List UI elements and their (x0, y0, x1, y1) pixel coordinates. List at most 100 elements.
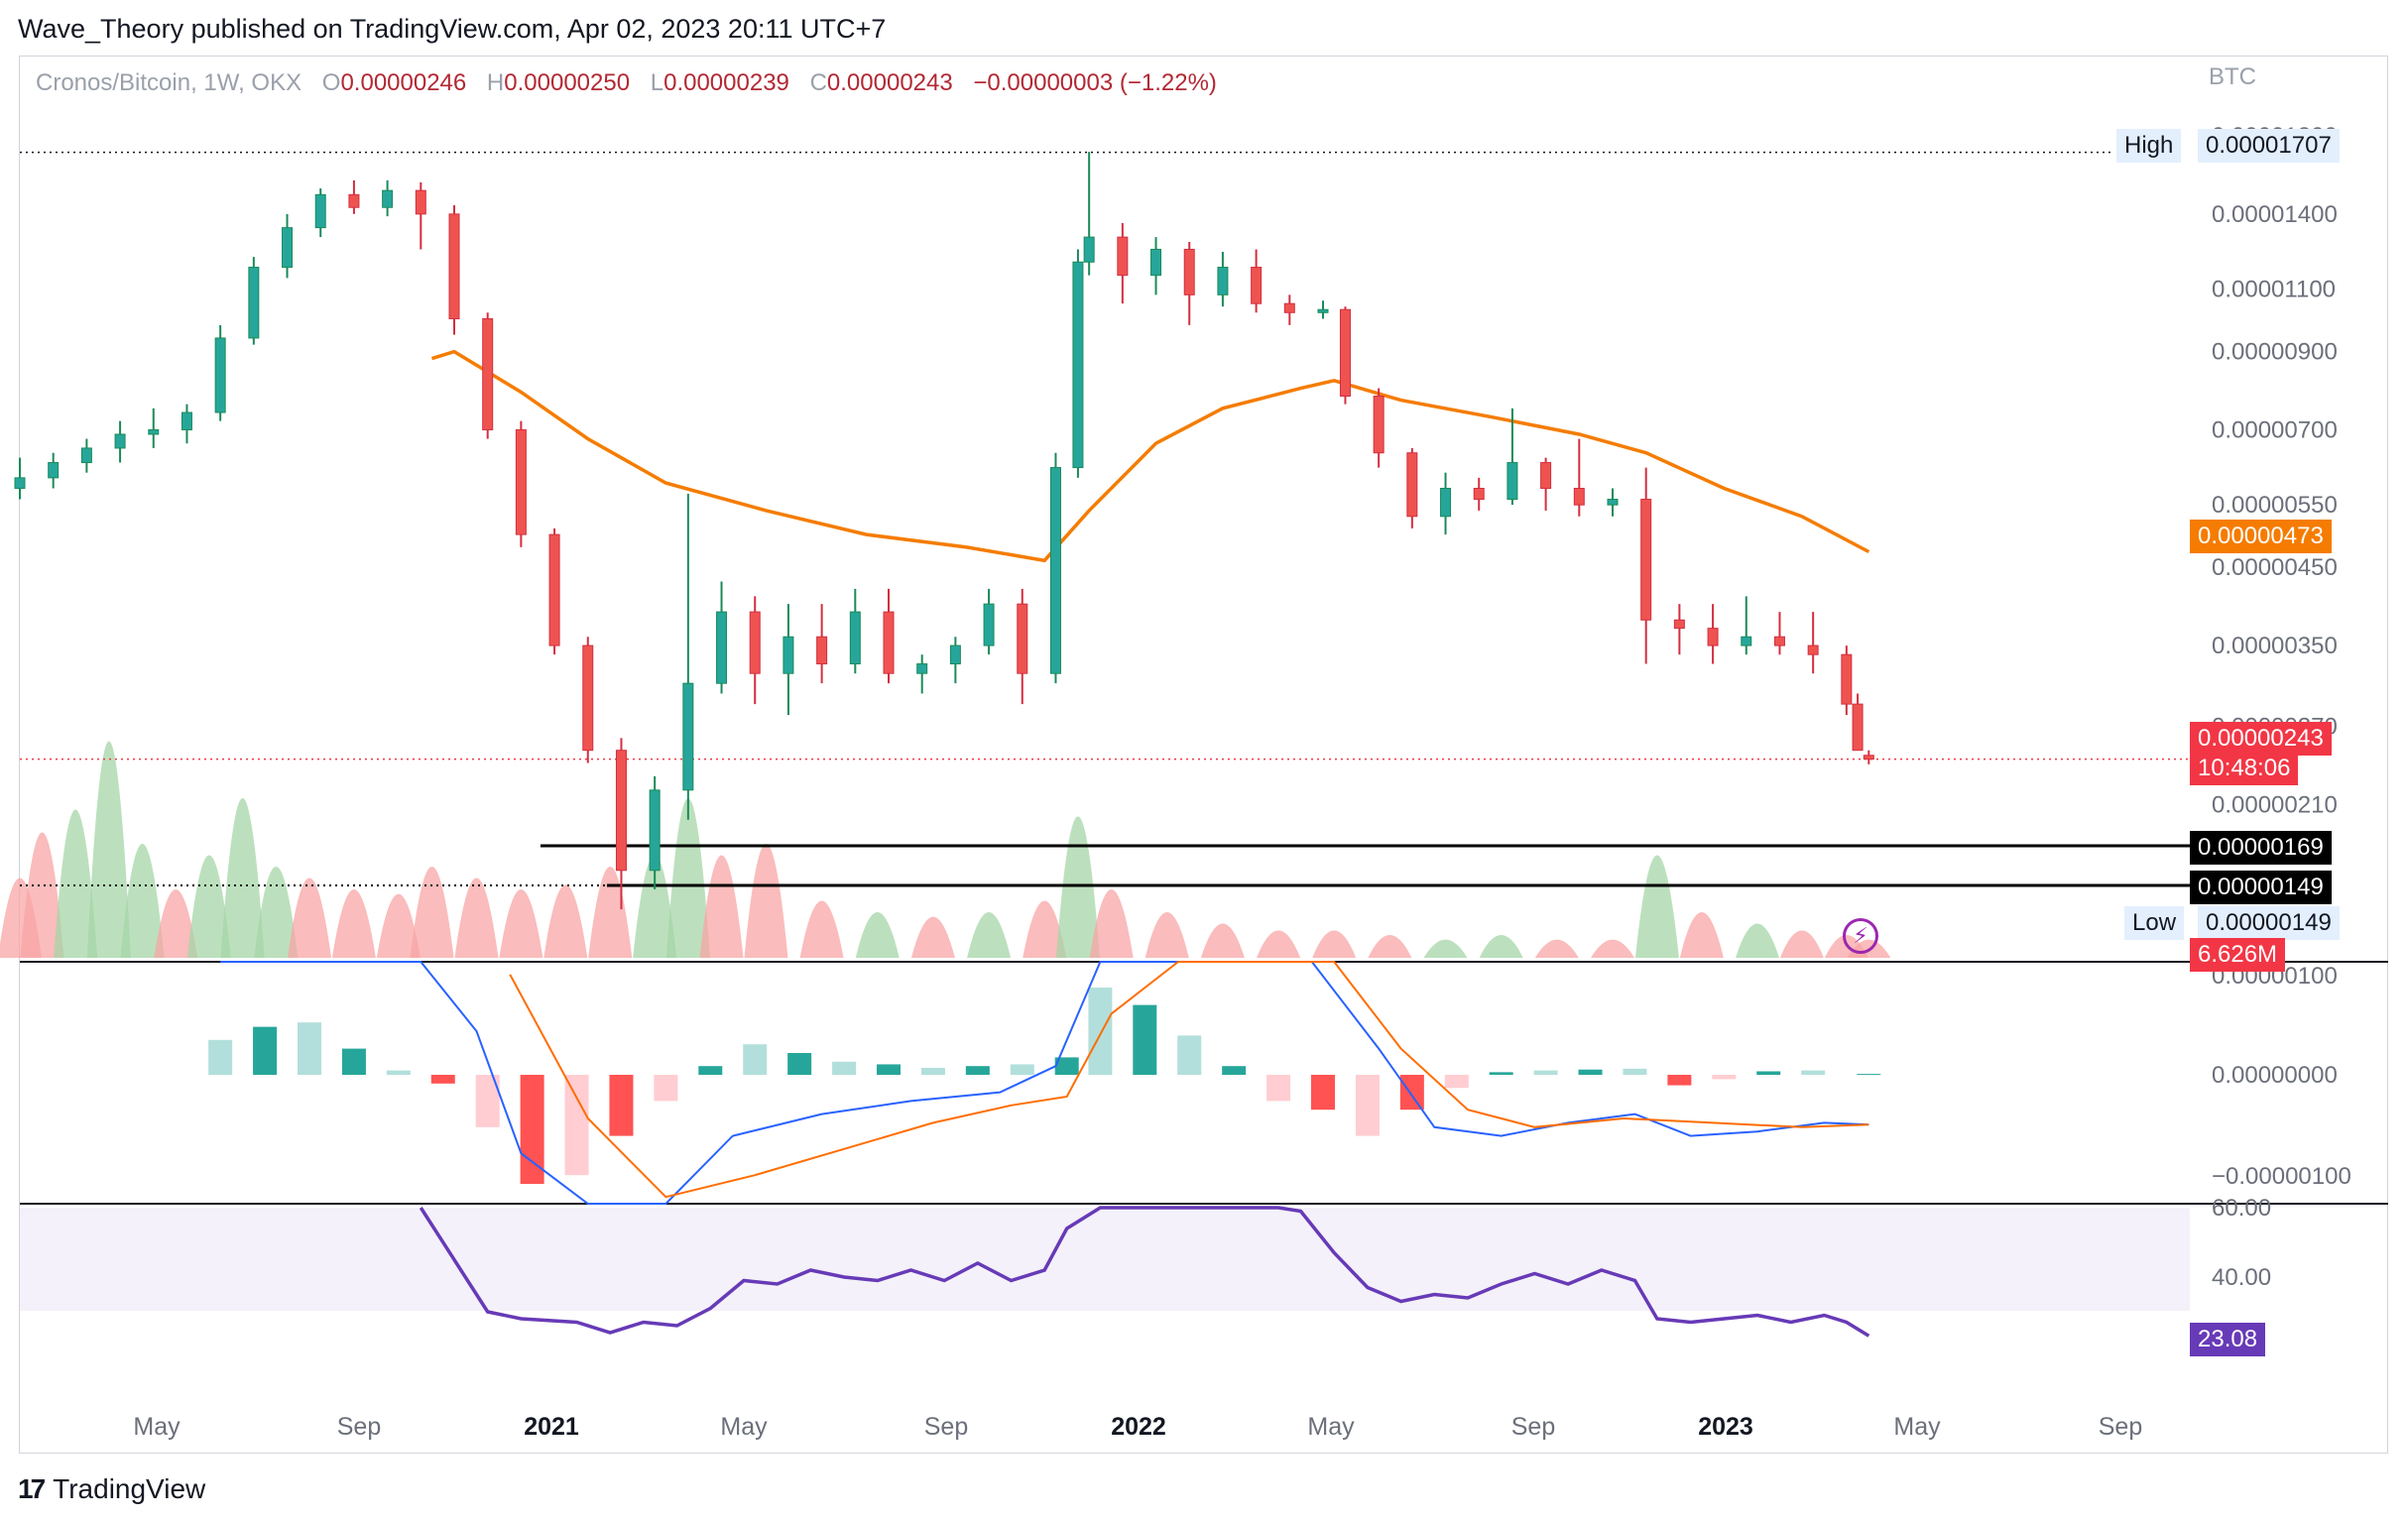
macd-histogram-bar-24 (1266, 1075, 1291, 1102)
macd-histogram-bar-35 (1756, 1071, 1781, 1075)
candle-body-13 (448, 213, 460, 320)
open-key: O (321, 69, 341, 96)
volume-area-2 (54, 809, 98, 958)
volume-area-11 (376, 893, 421, 958)
price-tick-5: 0.00000550 (2212, 492, 2338, 519)
volume-area-32 (1368, 935, 1412, 958)
price-tick-9: 0.00000210 (2212, 791, 2338, 818)
macd-histogram-bar-8 (564, 1075, 589, 1176)
volume-area-17 (633, 855, 677, 958)
candle-body-17 (582, 644, 594, 752)
macd-histogram-bar-2 (298, 1022, 321, 1075)
currency-unit: BTC (2209, 63, 2256, 90)
grid-layer (20, 961, 2388, 1205)
macd-histogram-bar-16 (920, 1067, 945, 1075)
price-tick-4: 0.00000700 (2212, 416, 2338, 443)
macd-histogram-bar-1 (253, 1026, 278, 1075)
volume-area-1 (20, 832, 64, 958)
horizontal-lines-layer (20, 151, 2190, 887)
macd-histogram-bar-29 (1489, 1072, 1513, 1075)
macd-signal-line (509, 961, 1869, 1199)
candle-body-15 (515, 428, 527, 535)
candle-body-43 (1406, 452, 1418, 518)
time-tick-0: May (133, 1413, 181, 1441)
rsi-band (20, 1208, 2190, 1311)
candle-body-23 (783, 636, 794, 674)
macd-histogram-bar-28 (1444, 1075, 1469, 1089)
macd-histogram-bar-7 (520, 1075, 544, 1184)
macd-histogram-bar-15 (877, 1064, 901, 1075)
macd-histogram-bar-21 (1133, 1004, 1157, 1075)
candle-body-31 (1049, 467, 1061, 674)
close-key: C (809, 69, 827, 96)
candle-body-18 (615, 750, 627, 872)
macd-tick-1: 0.00000000 (2212, 1062, 2338, 1089)
macd-histogram-bar-11 (698, 1066, 723, 1075)
macd-histogram-bar-10 (654, 1075, 678, 1102)
candle-body-8 (282, 227, 294, 269)
macd-histogram-bar-13 (787, 1053, 812, 1075)
candle-body-38 (1251, 267, 1263, 304)
macd-histogram-bar-9 (609, 1075, 634, 1136)
high-label-tag: High (2116, 129, 2182, 163)
candle-body-47 (1540, 462, 1552, 490)
chart-frame[interactable] (19, 56, 2388, 1454)
candle-body-40 (1317, 308, 1329, 313)
volume-area-31 (1312, 930, 1357, 958)
candle-body-44 (1440, 488, 1452, 518)
volume-area-29 (1200, 923, 1245, 958)
volume-area-33 (1423, 939, 1468, 958)
time-tick-7: Sep (1511, 1413, 1555, 1441)
macd-histogram-bar-27 (1399, 1075, 1424, 1111)
volume-area-13 (454, 878, 499, 958)
candle-body-39 (1283, 302, 1295, 313)
macd-histogram-bar-19 (1054, 1057, 1079, 1075)
candle-body-56 (1841, 653, 1853, 705)
macd-histogram-bar-12 (743, 1044, 768, 1075)
candle-body-30 (1017, 603, 1028, 674)
volume-area-27 (1089, 889, 1134, 958)
macd-histogram-bar-31 (1578, 1069, 1603, 1075)
candle-body-55 (1807, 644, 1819, 655)
candle-body-33 (1083, 236, 1095, 263)
volume-area-21 (799, 900, 844, 958)
volume-area-23 (910, 916, 955, 958)
time-tick-2: 2021 (524, 1413, 579, 1441)
time-tick-1: Sep (337, 1413, 381, 1441)
candle-body-52 (1707, 628, 1719, 646)
candle-body-32 (1072, 261, 1084, 469)
volume-area-3 (86, 741, 131, 958)
time-tick-4: Sep (924, 1413, 968, 1441)
macd-histogram-bar-26 (1355, 1075, 1380, 1136)
support-1-tag: 0.00000169 (2190, 831, 2332, 865)
candle-body-1 (48, 462, 60, 479)
volume-area-28 (1144, 912, 1189, 958)
candle-body-28 (949, 644, 961, 665)
candle-body-5 (181, 411, 192, 430)
price-tick-6: 0.00000450 (2212, 554, 2338, 581)
macd-histogram-bar-0 (208, 1039, 233, 1075)
macd-histogram-bar-4 (386, 1070, 411, 1075)
lightning-icon[interactable]: ⚡ (1843, 918, 1878, 954)
candle-body-22 (749, 611, 761, 674)
macd-histogram-bar-3 (341, 1048, 366, 1075)
candle-body-24 (816, 636, 828, 665)
volume-area-18 (665, 798, 710, 958)
low-value: 0.00000239 (663, 69, 789, 96)
volume-area-8 (254, 867, 299, 958)
low-value-tag: 0.00000149 (2198, 906, 2340, 940)
last-price-tag: 0.00000243 (2190, 722, 2332, 756)
high-value-tag: 0.00001707 (2198, 129, 2340, 163)
tradingview-logo[interactable]: 17 TradingView (18, 1473, 205, 1505)
symbol-name[interactable]: Cronos/Bitcoin, 1W, OKX (36, 69, 302, 96)
volume-area-7 (220, 798, 265, 958)
volume-area-4 (120, 844, 165, 958)
volume-area-24 (967, 912, 1012, 958)
change-value: −0.00000003 (−1.22%) (973, 69, 1217, 96)
candle-body-3 (114, 433, 126, 449)
candle-body-6 (214, 337, 226, 413)
symbol-legend: Cronos/Bitcoin, 1W, OKX O0.00000246 H0.0… (36, 69, 1217, 97)
candle-body-16 (548, 533, 560, 646)
volume-area-40 (1779, 930, 1824, 958)
